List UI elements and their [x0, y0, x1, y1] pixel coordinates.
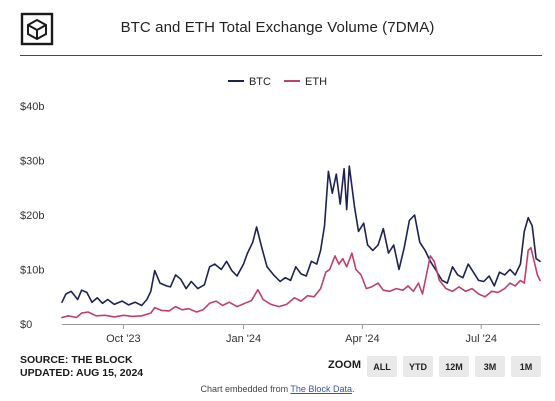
y-tick-label: $20b: [20, 210, 44, 222]
zoom-1m-button[interactable]: 1M: [511, 356, 541, 377]
legend-swatch-eth: [284, 80, 301, 83]
legend-item-eth[interactable]: ETH: [284, 76, 327, 88]
series-line-btc: [61, 165, 541, 307]
source-label: SOURCE: THE BLOCK: [20, 354, 133, 366]
the-block-data-link[interactable]: The Block Data: [290, 384, 352, 394]
x-tick-label: Oct '23: [106, 333, 141, 345]
series-line-eth: [61, 246, 541, 319]
zoom-label: ZOOM: [328, 359, 361, 371]
chart-header: BTC and ETH Total Exchange Volume (7DMA): [0, 0, 555, 56]
legend-item-btc[interactable]: BTC: [227, 76, 271, 88]
embed-prefix: Chart embedded from: [200, 384, 289, 394]
chart-plot: $0 $10b $20b $30b $40b Oct '23 Jan '24 Apr '24…: [20, 101, 541, 345]
zoom-12m-button[interactable]: 12M: [439, 356, 469, 377]
y-tick-label: $40b: [20, 101, 44, 113]
x-axis: Oct '23 Jan '24 Apr '24 Jul '24: [62, 324, 540, 345]
y-tick-label: $10b: [20, 265, 44, 277]
legend-swatch-btc: [227, 80, 244, 83]
zoom-3m-button[interactable]: 3M: [475, 356, 505, 377]
embed-note: Chart embedded from The Block Data.: [0, 384, 555, 394]
chart-title: BTC and ETH Total Exchange Volume (7DMA): [120, 19, 435, 36]
updated-label: UPDATED: AUG 15, 2024: [20, 367, 144, 379]
series-layer: [61, 165, 541, 319]
chart-legend: BTC ETH: [0, 76, 555, 88]
header-divider: [20, 55, 542, 56]
x-tick-label: Apr '24: [345, 333, 380, 345]
y-tick-label: $30b: [20, 156, 44, 168]
y-axis: $0 $10b $20b $30b $40b: [20, 101, 44, 331]
legend-label-btc: BTC: [248, 76, 271, 88]
the-block-logo-icon[interactable]: [20, 12, 54, 46]
embed-suffix: .: [351, 384, 355, 394]
legend-label-eth: ETH: [305, 76, 328, 88]
y-tick-label: $0: [20, 319, 32, 331]
source-note: SOURCE: THE BLOCK UPDATED: AUG 15, 2024: [20, 354, 143, 380]
zoom-ytd-button[interactable]: YTD: [403, 356, 433, 377]
zoom-all-button[interactable]: ALL: [367, 356, 397, 377]
x-tick-label: Jul '24: [466, 333, 497, 345]
x-tick-label: Jan '24: [226, 333, 261, 345]
